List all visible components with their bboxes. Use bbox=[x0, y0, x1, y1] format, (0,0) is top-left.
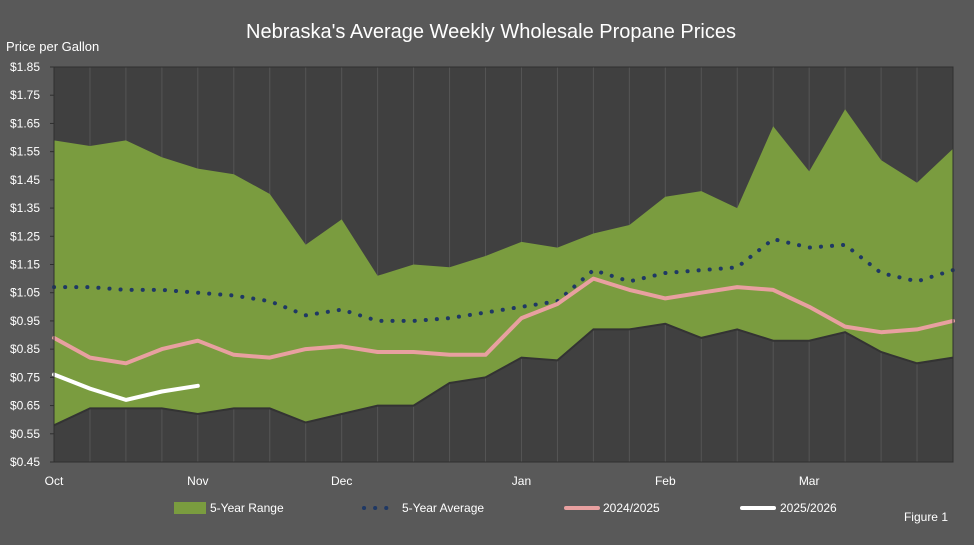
y-axis-label: Price per Gallon bbox=[6, 39, 99, 54]
y-tick-label: $1.55 bbox=[10, 145, 40, 159]
x-tick-label: Mar bbox=[799, 474, 820, 488]
legend-label: 5-Year Average bbox=[402, 501, 484, 515]
y-tick-label: $1.15 bbox=[10, 258, 40, 272]
y-tick-label: $0.85 bbox=[10, 342, 40, 356]
legend-item: 5-Year Average bbox=[362, 501, 484, 515]
y-tick-label: $0.55 bbox=[10, 427, 40, 441]
y-tick-label: $1.35 bbox=[10, 201, 40, 215]
series-5-year-average bbox=[52, 237, 955, 323]
y-tick-label: $1.65 bbox=[10, 116, 40, 130]
y-tick-label: $1.05 bbox=[10, 286, 40, 300]
legend-item: 5-Year Range bbox=[174, 501, 284, 515]
series-2024-2025 bbox=[52, 276, 955, 366]
y-tick-label: $0.65 bbox=[10, 399, 40, 413]
y-axis: $0.45 $0.55 $0.65 $0.75 $0.85 $0.95 $1.05 $1.15… bbox=[10, 60, 54, 469]
x-tick-label: Dec bbox=[331, 474, 352, 488]
x-tick-label: Oct bbox=[45, 474, 64, 488]
y-tick-label: $0.95 bbox=[10, 314, 40, 328]
series-2025-2026 bbox=[52, 372, 200, 402]
range-low-edge bbox=[53, 322, 954, 427]
y-tick-label: $1.85 bbox=[10, 60, 40, 74]
range-area-layer bbox=[53, 109, 954, 427]
y-tick-label: $1.75 bbox=[10, 88, 40, 102]
x-axis: Oct Nov Dec Jan Feb Mar bbox=[45, 474, 820, 488]
legend-item: 2024/2025 bbox=[564, 501, 660, 515]
x-tick-label: Jan bbox=[512, 474, 531, 488]
y-tick-label: $1.45 bbox=[10, 173, 40, 187]
figure-label: Figure 1 bbox=[904, 510, 948, 524]
legend-label: 5-Year Range bbox=[210, 501, 284, 515]
legend-label: 2025/2026 bbox=[780, 501, 837, 515]
legend-label: 2024/2025 bbox=[603, 501, 660, 515]
x-tick-label: Feb bbox=[655, 474, 676, 488]
legend-item: 2025/2026 bbox=[740, 501, 837, 515]
y-tick-label: $1.25 bbox=[10, 229, 40, 243]
y-tick-label: $0.45 bbox=[10, 455, 40, 469]
x-tick-label: Nov bbox=[187, 474, 208, 488]
legend-swatch-range bbox=[174, 502, 206, 514]
chart-title: Nebraska's Average Weekly Wholesale Prop… bbox=[246, 21, 736, 43]
y-tick-label: $0.75 bbox=[10, 370, 40, 384]
legend: 5-Year Range 5-Year Average 2024/2025 2025/… bbox=[174, 501, 837, 515]
range-area bbox=[54, 109, 953, 426]
